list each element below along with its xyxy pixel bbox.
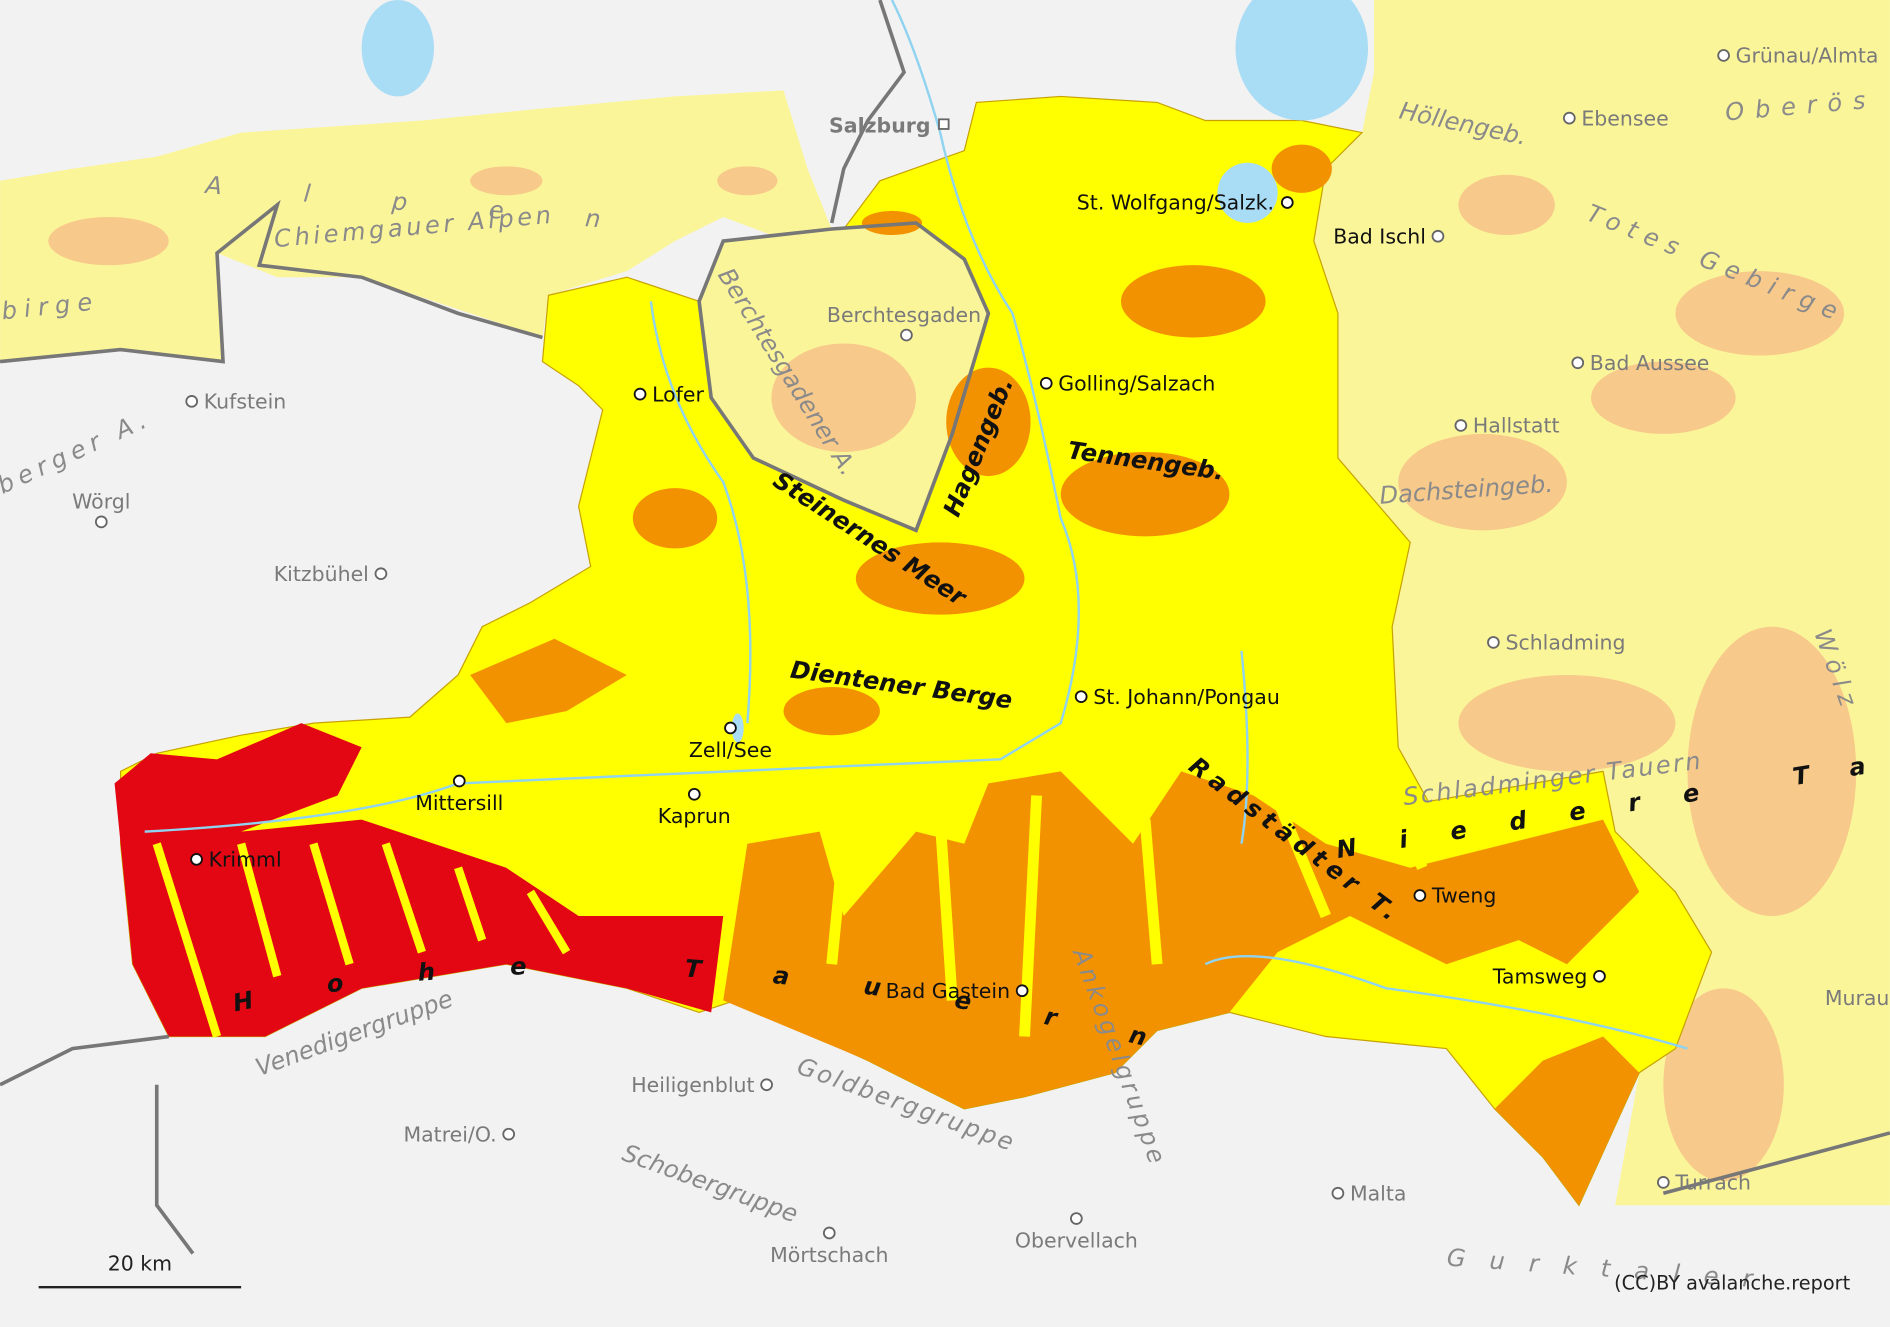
place-marker [1563, 111, 1576, 125]
place-label: Lofer [652, 382, 704, 406]
place-marker [1413, 889, 1427, 902]
place-label: Zell/See [689, 738, 772, 762]
region-pale-north [0, 90, 832, 362]
place-label: Salzburg [829, 114, 930, 138]
place-marker [190, 853, 203, 866]
red-stripes [152, 842, 571, 1038]
place-marker [687, 787, 701, 801]
place-label: Ebensee [1581, 106, 1668, 130]
place-marker [822, 1226, 836, 1240]
borders [0, 0, 1890, 1255]
place-label: Matrei/O. [403, 1122, 496, 1146]
place-label: Schladming [1505, 631, 1625, 655]
place-label: Mittersill [415, 791, 503, 815]
valley-stripes [826, 721, 1428, 1037]
place-label: St. Johann/Pongau [1093, 685, 1280, 709]
place-label: Tweng [1431, 884, 1496, 908]
places: Salzburg Grünau/Almta Ebensee St. Wolfga… [72, 44, 1889, 1267]
place-marker [1070, 1212, 1083, 1225]
place-label: Kufstein [204, 390, 287, 414]
pale-orange-patches [48, 166, 1857, 1182]
place-label: Wörgl [72, 490, 130, 514]
place-label: Bad Aussee [1590, 351, 1710, 375]
place-label: Grünau/Almta [1736, 44, 1879, 68]
place-label: Hallstatt [1473, 414, 1560, 438]
place-label: Heiligenblut [631, 1073, 754, 1097]
place-label: Tamsweg [1492, 964, 1588, 988]
orange-patches [470, 144, 1640, 1206]
place-label: Bad Ischl [1333, 224, 1426, 248]
place-marker [1015, 984, 1029, 998]
place-label: Malta [1350, 1181, 1406, 1205]
place-label: Berchtesgaden [827, 303, 981, 327]
place-marker [185, 395, 199, 408]
place-marker [1487, 636, 1500, 649]
region-red [114, 723, 724, 1037]
credit: (CC)BY avalanche.report [1614, 1272, 1850, 1295]
place-marker [1039, 376, 1053, 390]
place-label: Turrach [1674, 1171, 1751, 1195]
place-marker [1657, 1176, 1670, 1189]
place-marker [452, 774, 466, 788]
place-label: Kitzbühel [274, 562, 369, 586]
place-label: Obervellach [1015, 1228, 1138, 1252]
place-marker [94, 515, 108, 529]
place-marker [760, 1078, 773, 1092]
place-label: Kaprun [658, 804, 731, 828]
place-marker [1074, 690, 1088, 703]
place-label: Murau [1825, 986, 1890, 1010]
place-marker [1571, 356, 1585, 370]
place-marker [938, 118, 950, 130]
place-label: Golling/Salzach [1058, 372, 1215, 396]
place-label: Krimml [209, 848, 282, 872]
place-marker [900, 328, 913, 342]
place-marker [1717, 49, 1730, 62]
place-marker [1331, 1186, 1345, 1200]
place-label: St. Wolfgang/Salzk. [1077, 191, 1274, 215]
place-marker [374, 567, 388, 581]
place-marker [1280, 196, 1294, 209]
place-marker [724, 721, 737, 735]
place-label: Bad Gastein [886, 979, 1010, 1003]
place-label: Mörtschach [770, 1243, 888, 1267]
place-marker [502, 1127, 516, 1141]
place-marker [1593, 969, 1606, 983]
place-marker [1431, 229, 1445, 243]
place-marker [1454, 419, 1468, 432]
place-marker [633, 387, 647, 401]
scale-label: 20 km [108, 1251, 172, 1275]
